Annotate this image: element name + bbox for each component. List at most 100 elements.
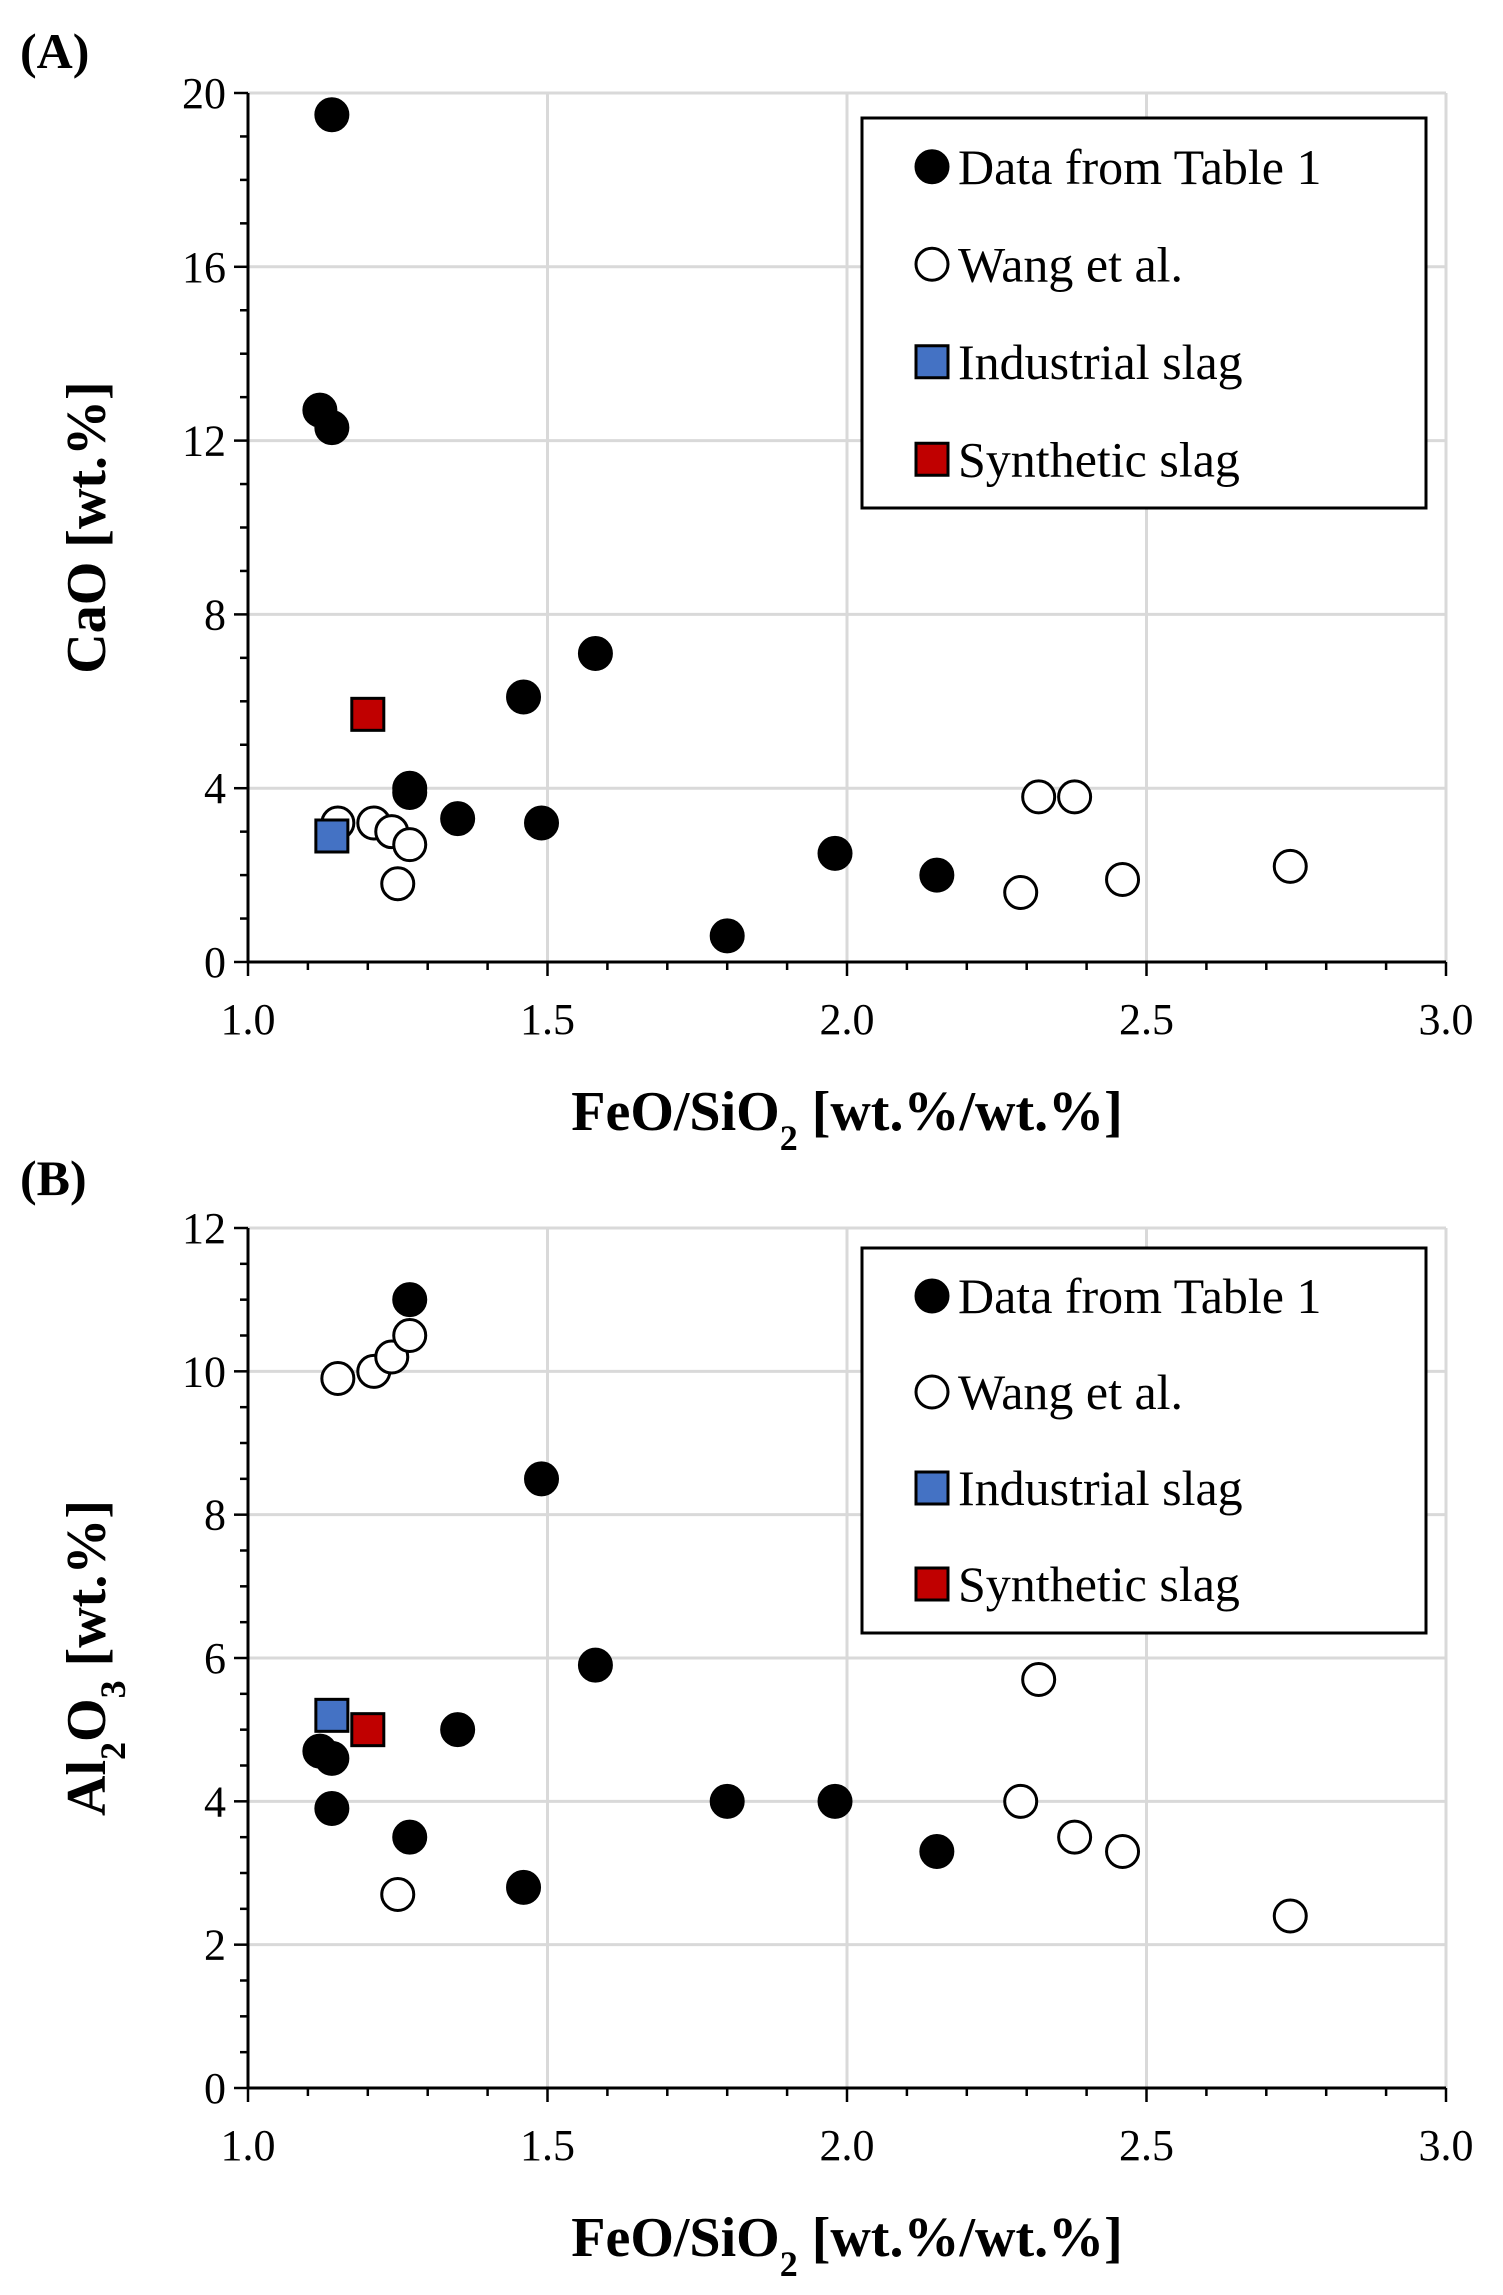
data-point — [392, 1819, 428, 1855]
data-point — [709, 1783, 745, 1819]
x-axis-title-subscript: 2 — [780, 2244, 798, 2284]
y-axis-title-part: CaO [wt.%] — [56, 381, 118, 673]
x-tick-label: 3.0 — [1419, 2121, 1474, 2170]
y-tick-label: 2 — [204, 1921, 226, 1970]
series-industrial-slag — [314, 1697, 350, 1733]
series-data-from-table-1 — [302, 97, 955, 954]
x-axis-title-tail: [wt.%/wt.%] — [798, 2207, 1123, 2269]
y-axis-title-part: Al — [56, 1760, 118, 1816]
y-axis-title-part: O — [56, 1698, 118, 1742]
data-point — [1272, 848, 1308, 884]
y-tick-label: 20 — [182, 69, 226, 118]
data-point — [314, 818, 350, 854]
data-point — [440, 1712, 476, 1748]
x-tick-label: 2.0 — [820, 2121, 875, 2170]
data-point — [1105, 861, 1141, 897]
legend-marker — [914, 1470, 950, 1506]
data-point — [1021, 1662, 1057, 1697]
series-synthetic-slag — [350, 696, 386, 732]
data-point — [817, 1783, 853, 1819]
data-point — [380, 1877, 416, 1912]
series-synthetic-slag — [350, 1712, 386, 1748]
legend-label: Data from Table 1 — [958, 139, 1322, 195]
series-data-from-table-1 — [302, 1282, 955, 1905]
data-point — [314, 1740, 350, 1776]
data-point — [314, 97, 350, 133]
y-tick-label: 8 — [204, 1491, 226, 1540]
data-point — [380, 866, 416, 902]
x-axis-title: FeO/SiO2 [wt.%/wt.%] — [571, 2207, 1123, 2284]
y-tick-label: 4 — [204, 764, 226, 813]
x-tick-label: 1.0 — [221, 2121, 276, 2170]
data-point — [314, 410, 350, 446]
legend-marker — [914, 149, 950, 185]
y-tick-label: 8 — [204, 590, 226, 639]
legend-marker — [914, 1566, 950, 1602]
x-axis-title-main: FeO/SiO — [571, 1081, 779, 1143]
chart-panel-0: (A) 0 4 8 12 16 20 1.0 1.5 2.0 2.5 3.0 FeO/SiO2 [wt.… — [20, 23, 1474, 1158]
legend-marker — [914, 1278, 950, 1314]
legend-marker — [914, 246, 950, 282]
data-point — [392, 1282, 428, 1318]
data-point — [392, 775, 428, 811]
legend-marker — [914, 344, 950, 380]
y-axis-title-part: [wt.%] — [56, 1500, 118, 1680]
legend-box — [860, 116, 1428, 510]
data-point — [314, 1697, 350, 1733]
legend-label: Industrial slag — [958, 334, 1243, 390]
data-point — [506, 1869, 542, 1905]
data-point — [1003, 1783, 1039, 1819]
y-tick-label: 0 — [204, 2064, 226, 2113]
x-axis-title-main: FeO/SiO — [571, 2207, 779, 2269]
data-point — [320, 1361, 356, 1396]
data-point — [709, 918, 745, 954]
x-tick-label: 1.5 — [520, 995, 575, 1044]
legend-label: Data from Table 1 — [958, 1268, 1322, 1324]
y-tick-label: 0 — [204, 938, 226, 987]
data-point — [350, 1712, 386, 1748]
y-tick-label: 12 — [182, 417, 226, 466]
data-point — [524, 805, 560, 841]
x-axis-title-subscript: 2 — [780, 1118, 798, 1158]
series-wang-et-al- — [320, 1318, 1308, 1934]
data-point — [392, 827, 428, 863]
y-axis-title: Al2O3 [wt.%] — [56, 1500, 133, 1816]
y-tick-label: 10 — [182, 1347, 226, 1396]
data-point — [314, 1791, 350, 1826]
panel-label: (A) — [20, 23, 89, 79]
data-point — [577, 1647, 613, 1683]
legend: Data from Table 1 Wang et al. Industrial s… — [860, 1246, 1428, 1635]
x-tick-label: 2.5 — [1119, 2121, 1174, 2170]
data-point — [919, 1834, 955, 1869]
data-point — [1272, 1898, 1308, 1934]
legend-label: Wang et al. — [958, 1364, 1183, 1420]
series-wang-et-al- — [320, 779, 1308, 910]
x-tick-label: 1.5 — [520, 2121, 575, 2170]
y-tick-label: 4 — [204, 1777, 226, 1826]
data-point — [1021, 779, 1057, 815]
legend-label: Industrial slag — [958, 1460, 1243, 1516]
y-tick-label: 6 — [204, 1634, 226, 1683]
legend-label: Wang et al. — [958, 236, 1183, 292]
data-point — [1003, 874, 1039, 910]
y-tick-label: 16 — [182, 243, 226, 292]
legend-label: Synthetic slag — [958, 431, 1240, 487]
x-axis-title: FeO/SiO2 [wt.%/wt.%] — [571, 1081, 1123, 1158]
y-axis-title: CaO [wt.%] — [56, 381, 118, 673]
legend: Data from Table 1 Wang et al. Industrial s… — [860, 116, 1428, 510]
data-point — [577, 636, 613, 672]
x-tick-label: 1.0 — [221, 995, 276, 1044]
legend-marker — [914, 441, 950, 477]
panel-label: (B) — [20, 1150, 87, 1206]
data-point — [506, 679, 542, 715]
data-point — [1057, 779, 1093, 815]
y-axis-title-subscript: 2 — [93, 1742, 133, 1760]
data-point — [392, 1318, 428, 1353]
series-industrial-slag — [314, 818, 350, 854]
x-axis-title-tail: [wt.%/wt.%] — [798, 1081, 1123, 1143]
data-point — [350, 696, 386, 732]
data-point — [524, 1461, 560, 1497]
